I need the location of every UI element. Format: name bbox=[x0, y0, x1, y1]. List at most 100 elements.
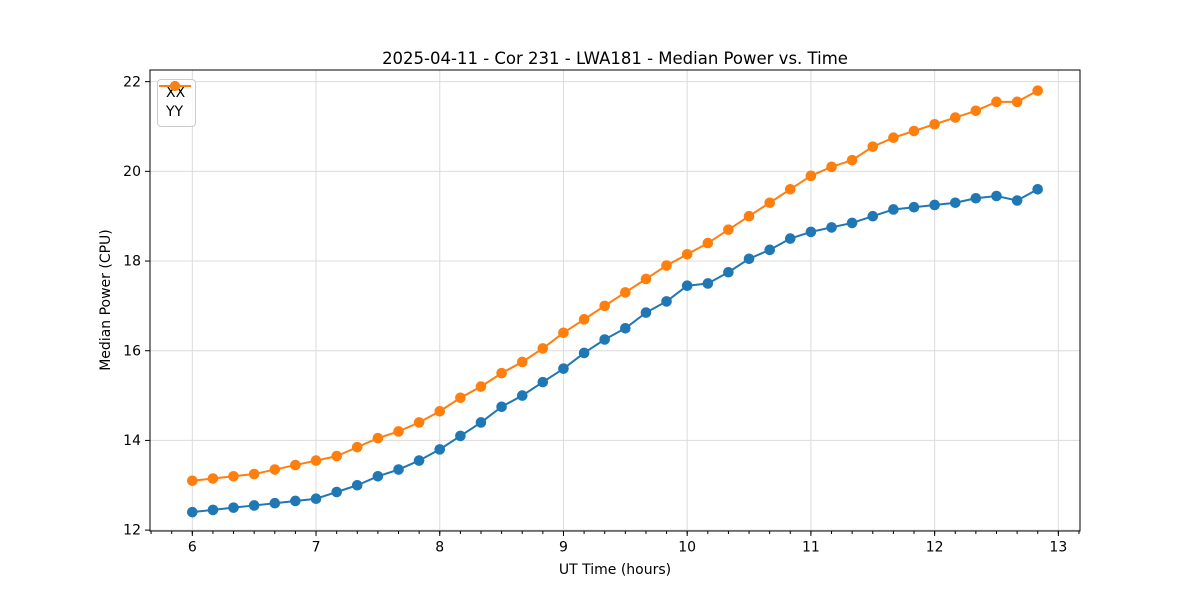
data-point-YY bbox=[784, 183, 796, 195]
x-axis-label: UT Time (hours) bbox=[558, 562, 672, 578]
data-point-YY bbox=[991, 96, 1002, 108]
data-point-YY bbox=[372, 432, 384, 444]
data-point-XX bbox=[784, 233, 796, 244]
legend-label-xx: XX bbox=[166, 85, 186, 101]
chart-title: 2025-04-11 - Cor 231 - LWA181 - Median P… bbox=[382, 49, 848, 68]
data-point-YY bbox=[187, 475, 198, 487]
series-XX bbox=[187, 183, 1043, 518]
data-point-XX bbox=[620, 323, 631, 334]
x-tick-label: 6 bbox=[188, 540, 197, 556]
data-point-XX bbox=[702, 278, 714, 289]
x-tick-label: 9 bbox=[559, 540, 568, 556]
series-YY-line bbox=[191, 89, 1039, 482]
y-tick-label: 20 bbox=[123, 164, 141, 180]
data-point-YY bbox=[516, 356, 528, 368]
data-point-XX bbox=[1032, 183, 1043, 195]
data-point-YY bbox=[681, 249, 693, 260]
data-point-YY bbox=[331, 450, 342, 462]
data-point-XX bbox=[331, 486, 342, 498]
data-point-YY bbox=[723, 224, 734, 235]
data-point-YY bbox=[640, 273, 652, 285]
data-point-XX bbox=[434, 444, 446, 455]
data-point-YY bbox=[908, 125, 920, 137]
data-point-YY bbox=[702, 237, 714, 249]
data-point-YY bbox=[949, 112, 961, 123]
data-point-XX bbox=[269, 497, 281, 509]
y-tick-label: 14 bbox=[123, 433, 141, 449]
data-point-XX bbox=[743, 253, 755, 265]
data-point-XX bbox=[681, 280, 693, 292]
data-point-YY bbox=[599, 300, 610, 312]
series-XX-markers bbox=[187, 183, 1043, 518]
data-point-YY bbox=[578, 314, 590, 325]
data-point-XX bbox=[310, 493, 322, 505]
data-point-XX bbox=[888, 204, 899, 215]
data-point-XX bbox=[908, 201, 920, 213]
data-point-XX bbox=[290, 495, 301, 507]
data-point-XX bbox=[764, 244, 776, 256]
y-axis-ticks: 12 14 16 18 20 22 bbox=[123, 74, 150, 539]
y-tick-label: 18 bbox=[123, 254, 141, 270]
x-tick-label: 10 bbox=[678, 540, 696, 556]
data-point-XX bbox=[516, 390, 528, 401]
data-point-YY bbox=[888, 132, 899, 144]
legend-label-yy: YY bbox=[166, 104, 184, 120]
data-point-YY bbox=[207, 473, 219, 484]
data-point-XX bbox=[393, 464, 404, 475]
data-point-XX bbox=[991, 190, 1002, 202]
data-point-XX bbox=[496, 401, 507, 413]
data-point-YY bbox=[620, 287, 631, 298]
data-point-XX bbox=[599, 334, 610, 345]
data-point-YY bbox=[496, 367, 507, 379]
data-point-XX bbox=[413, 455, 425, 466]
data-point-YY bbox=[351, 441, 363, 453]
legend-item-yy: YY bbox=[159, 81, 191, 121]
data-point-YY bbox=[393, 426, 404, 437]
series-YY bbox=[187, 85, 1043, 487]
data-point-XX bbox=[826, 222, 837, 233]
data-point-XX bbox=[805, 226, 817, 238]
y-tick-label: 16 bbox=[123, 343, 141, 359]
data-point-XX bbox=[867, 210, 879, 222]
data-point-YY bbox=[558, 327, 569, 339]
plot-spines bbox=[149, 69, 1081, 532]
y-tick-label: 12 bbox=[123, 523, 141, 539]
data-point-YY bbox=[826, 161, 837, 173]
data-point-YY bbox=[228, 470, 239, 482]
data-point-YY bbox=[537, 343, 549, 354]
data-point-XX bbox=[949, 197, 961, 209]
data-point-YY bbox=[805, 170, 817, 182]
data-point-YY bbox=[455, 392, 466, 404]
data-point-YY bbox=[413, 417, 425, 428]
data-point-YY bbox=[434, 405, 446, 417]
data-point-XX bbox=[248, 500, 260, 511]
gridlines bbox=[150, 70, 1080, 531]
x-tick-label: 11 bbox=[802, 540, 820, 556]
data-point-YY bbox=[929, 118, 940, 130]
x-tick-label: 13 bbox=[1049, 540, 1067, 556]
data-point-YY bbox=[743, 210, 755, 222]
data-point-YY bbox=[248, 468, 260, 480]
data-point-XX bbox=[187, 506, 198, 518]
data-point-XX bbox=[537, 376, 549, 388]
data-point-XX bbox=[578, 347, 590, 359]
y-axis-label: Median Power (CPU) bbox=[98, 229, 114, 371]
x-tick-label: 12 bbox=[926, 540, 944, 556]
data-point-XX bbox=[558, 363, 569, 374]
data-point-YY bbox=[475, 381, 487, 392]
data-point-YY bbox=[290, 459, 301, 471]
data-point-YY bbox=[970, 105, 982, 117]
y-tick-label: 22 bbox=[123, 74, 141, 90]
data-point-XX bbox=[207, 504, 219, 516]
data-point-YY bbox=[310, 455, 322, 466]
x-tick-label: 7 bbox=[312, 540, 321, 556]
data-point-XX bbox=[661, 296, 672, 307]
series-YY-markers bbox=[187, 85, 1043, 487]
data-point-YY bbox=[846, 154, 858, 166]
data-point-XX bbox=[1011, 195, 1023, 206]
data-point-XX bbox=[475, 417, 487, 428]
data-point-YY bbox=[661, 260, 672, 271]
data-point-XX bbox=[351, 479, 363, 491]
